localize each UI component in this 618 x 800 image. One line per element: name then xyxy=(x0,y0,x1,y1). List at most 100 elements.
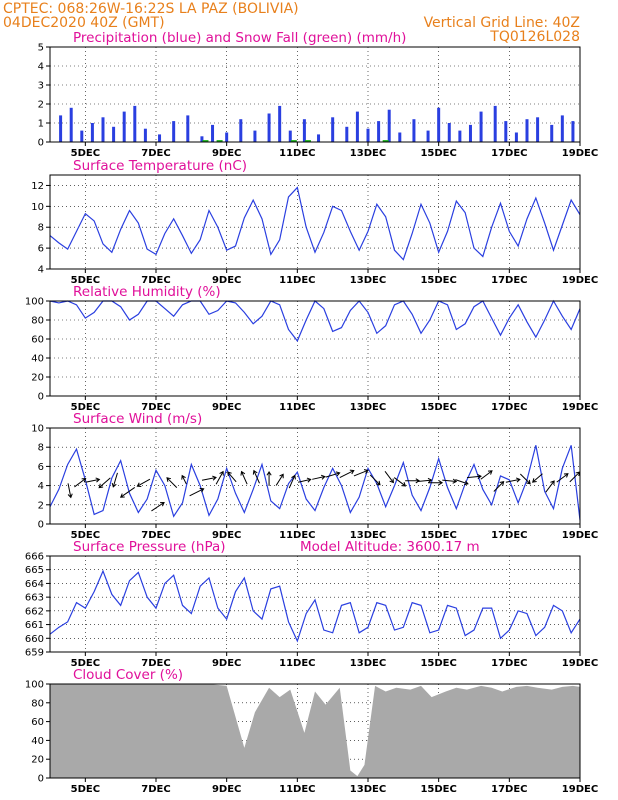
y-tick-label: 664 xyxy=(25,579,44,590)
x-tick-label: 19DEC xyxy=(562,530,598,541)
y-tick-label: 1 xyxy=(38,119,44,130)
y-tick-label: 4 xyxy=(38,62,44,73)
wind-vector xyxy=(312,474,326,480)
wind-vector xyxy=(119,487,136,498)
panel-frame xyxy=(49,427,581,525)
panel-frame xyxy=(49,174,581,270)
precip-bar xyxy=(468,124,472,142)
wind-vector xyxy=(252,469,260,484)
x-tick-label: 11DEC xyxy=(279,275,315,286)
x-tick-label: 17DEC xyxy=(491,402,527,413)
header-model-code: TQ0126L028 xyxy=(489,29,580,45)
x-tick-label: 17DEC xyxy=(491,658,527,669)
wind-vector xyxy=(531,473,543,483)
precip-bar xyxy=(302,119,306,142)
wind-vector xyxy=(428,480,444,486)
precip-bar xyxy=(317,134,321,142)
wind-vector xyxy=(189,487,205,497)
y-tick-label: 3 xyxy=(38,81,44,92)
precip-bar xyxy=(133,105,137,142)
wind-vector xyxy=(275,473,284,486)
precip-bar xyxy=(345,126,349,142)
y-tick-label: 2 xyxy=(38,100,44,111)
precip-bar xyxy=(200,136,204,142)
x-tick-label: 9DEC xyxy=(212,275,241,286)
wind-vector xyxy=(297,477,312,483)
x-tick-label: 5DEC xyxy=(71,784,100,795)
precip-bar xyxy=(550,124,554,142)
x-tick-label: 11DEC xyxy=(279,148,315,159)
x-tick-label: 11DEC xyxy=(279,658,315,669)
precip-bar xyxy=(536,117,540,142)
series-line xyxy=(49,186,581,261)
precip-bar xyxy=(525,119,529,142)
wind-vector xyxy=(556,473,569,483)
x-tick-label: 13DEC xyxy=(350,530,386,541)
precip-bar xyxy=(278,105,282,142)
x-tick-label: 11DEC xyxy=(279,784,315,795)
y-tick-label: 8 xyxy=(38,443,44,454)
precip-bar xyxy=(186,115,190,142)
wind-vector xyxy=(369,474,381,486)
x-tick-label: 7DEC xyxy=(141,784,170,795)
y-tick-label: 6 xyxy=(38,244,44,255)
panel-4: 0 2 4 6 8 10 5DEC 7DEC 9DEC 11DEC 13DEC 15DEC 17DEC 1… xyxy=(31,411,598,541)
panel-title: Cloud Cover (%) xyxy=(73,667,183,683)
wind-vector xyxy=(442,478,458,484)
y-tick-label: 60 xyxy=(31,335,44,346)
x-tick-label: 13DEC xyxy=(350,784,386,795)
x-tick-label: 17DEC xyxy=(491,530,527,541)
precip-bar xyxy=(571,121,575,142)
precip-bar xyxy=(90,123,94,142)
header-location: CPTEC: 068:26W-16:22S LA PAZ (BOLIVIA) xyxy=(3,1,299,17)
y-tick-label: 4 xyxy=(38,265,44,276)
panel-title: Precipitation (blue) and Snow Fall (gree… xyxy=(73,30,406,46)
precip-bar xyxy=(426,130,430,142)
panel-title: Surface Temperature (nC) xyxy=(73,158,247,174)
x-tick-label: 17DEC xyxy=(491,148,527,159)
panel-3: 0 20 40 60 80 100 5DEC 7DEC 9DEC 11DEC 13DEC 15DEC 1… xyxy=(25,284,598,413)
x-tick-label: 9DEC xyxy=(212,148,241,159)
precip-bar xyxy=(398,132,402,142)
snow-bar xyxy=(216,140,223,142)
precip-bar xyxy=(122,111,126,142)
wind-vector xyxy=(98,477,111,489)
y-tick-label: 6 xyxy=(38,462,44,473)
wind-vector xyxy=(111,472,118,488)
x-tick-label: 9DEC xyxy=(212,402,241,413)
x-tick-label: 15DEC xyxy=(420,402,456,413)
wind-vector xyxy=(67,483,73,499)
x-tick-label: 7DEC xyxy=(141,530,170,541)
x-tick-label: 11DEC xyxy=(279,402,315,413)
wind-vector xyxy=(240,470,248,485)
x-tick-label: 5DEC xyxy=(71,658,100,669)
x-tick-label: 19DEC xyxy=(562,275,598,286)
header-run-time: 04DEC2020 40Z (GMT) xyxy=(3,15,165,31)
y-tick-label: 80 xyxy=(31,698,44,709)
precip-bar xyxy=(412,119,416,142)
panel-title: Surface Pressure (hPa) xyxy=(73,539,226,555)
precip-bar xyxy=(211,124,215,142)
x-tick-label: 15DEC xyxy=(420,148,456,159)
precip-bar xyxy=(355,111,359,142)
y-tick-label: 0 xyxy=(38,138,44,149)
precip-bar xyxy=(288,130,292,142)
x-tick-label: 17DEC xyxy=(491,784,527,795)
wind-vector xyxy=(493,481,505,492)
precip-bar xyxy=(267,113,271,142)
panel-6: 0 20 40 60 80 100 5DEC 7DEC 9DEC 11DEC 13DEC 15DEC 1… xyxy=(25,667,598,795)
x-tick-label: 19DEC xyxy=(562,658,598,669)
y-tick-label: 0 xyxy=(38,774,44,785)
wind-vector xyxy=(151,502,165,512)
panel-frame xyxy=(49,300,581,397)
snow-bar xyxy=(290,140,297,142)
wind-vector xyxy=(353,469,369,477)
y-tick-label: 20 xyxy=(31,755,44,766)
x-tick-label: 13DEC xyxy=(350,148,386,159)
wind-vector xyxy=(136,478,151,487)
snow-bar xyxy=(202,140,209,142)
y-tick-label: 10 xyxy=(31,424,44,435)
y-tick-label: 659 xyxy=(25,648,44,659)
panel-frame xyxy=(49,46,581,143)
y-tick-label: 5 xyxy=(38,43,44,54)
